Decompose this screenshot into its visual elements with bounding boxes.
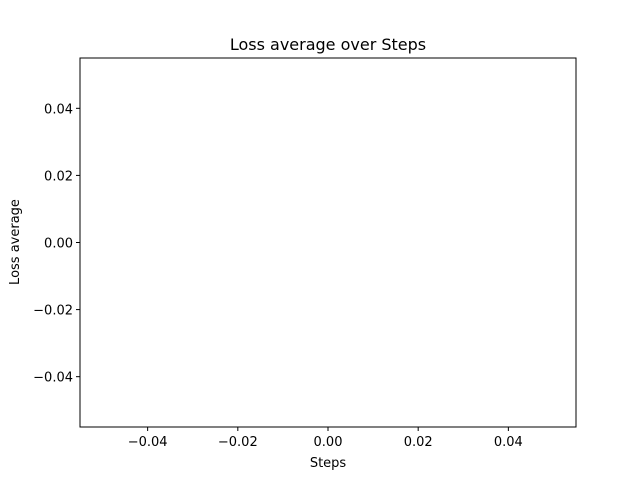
- x-axis: −0.04 −0.02 0.00 0.02 0.04: [128, 427, 523, 450]
- y-tick-label: 0.00: [44, 237, 73, 252]
- x-axis-label: Steps: [310, 456, 347, 471]
- x-tick-label: 0.02: [404, 435, 433, 450]
- y-tick-label: −0.04: [33, 371, 73, 386]
- y-tick-label: −0.02: [33, 304, 73, 319]
- y-axis-label: Loss average: [8, 199, 23, 285]
- plot-area-frame: [79, 57, 577, 428]
- x-tick-label: 0.00: [314, 435, 343, 450]
- x-tick-label: 0.04: [494, 435, 523, 450]
- y-tick-label: 0.04: [44, 102, 73, 117]
- x-tick-label: −0.04: [128, 435, 168, 450]
- y-tick-label: 0.02: [44, 169, 73, 184]
- x-tick-label: −0.02: [218, 435, 258, 450]
- y-axis: −0.04 −0.02 0.00 0.02 0.04: [33, 102, 80, 386]
- chart-title: Loss average over Steps: [230, 35, 426, 54]
